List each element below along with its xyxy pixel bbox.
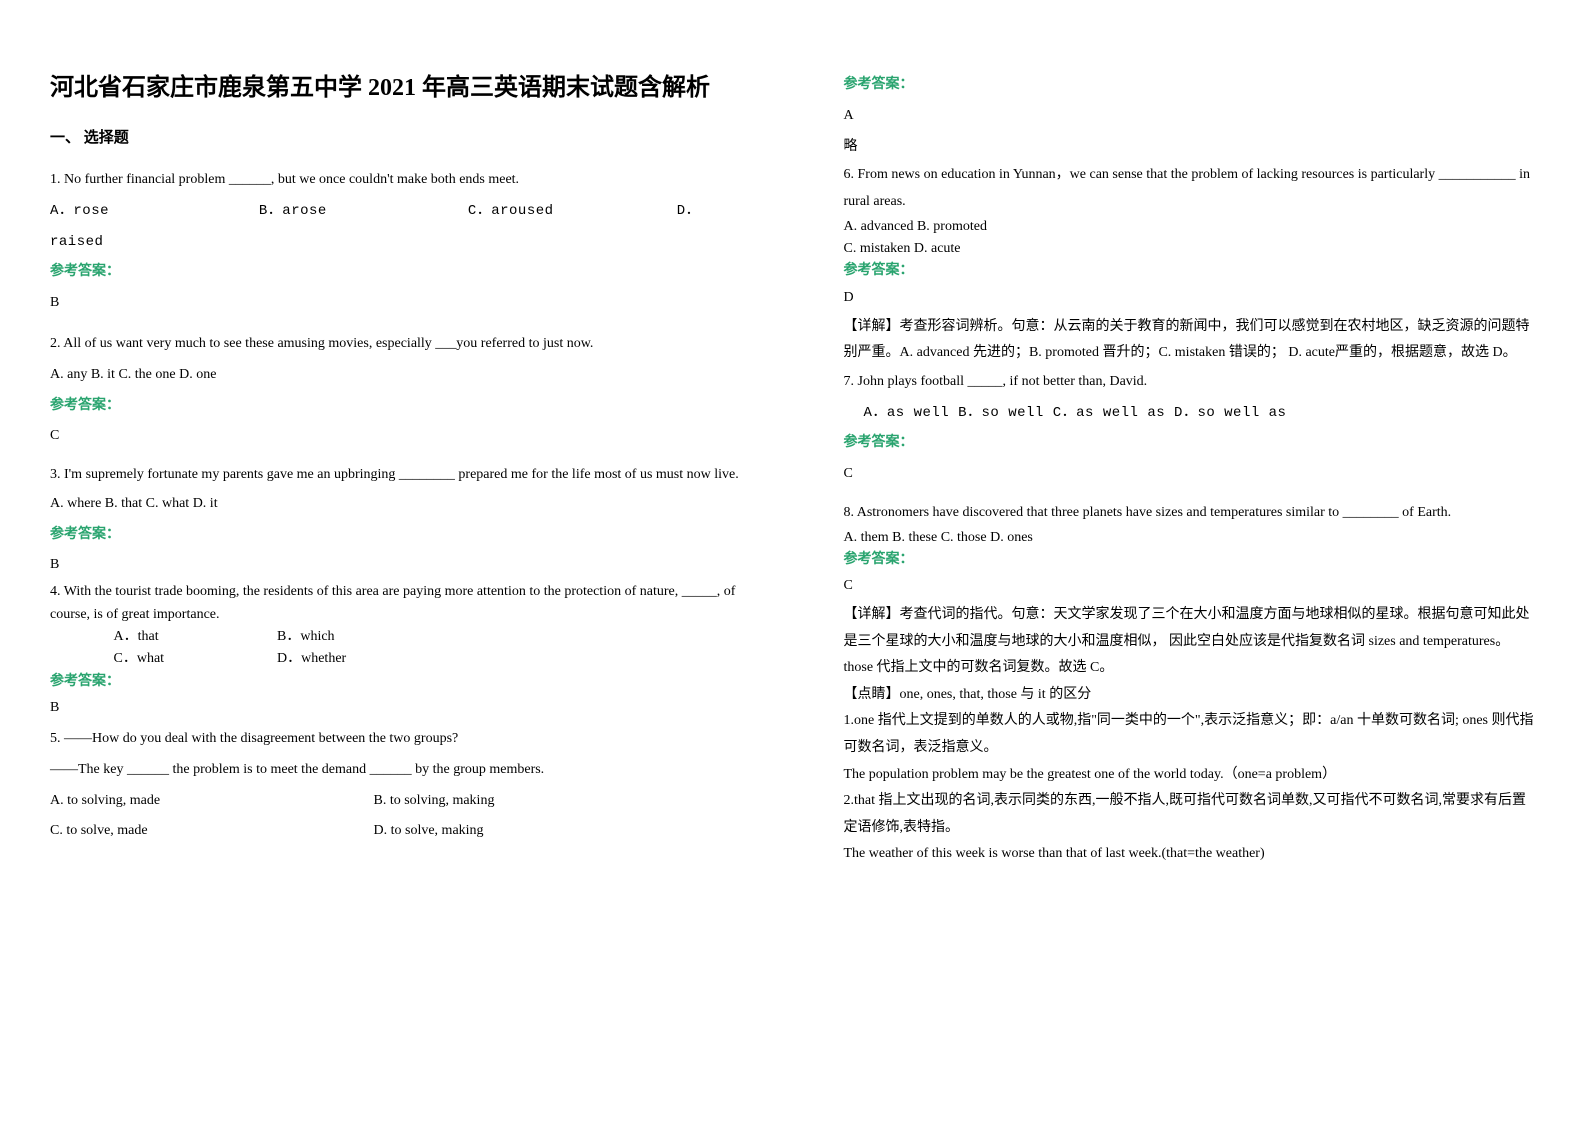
q5-opt-d: D. to solve, making — [374, 823, 484, 838]
q6-answer: D — [844, 283, 1538, 314]
q1-answer-label: 参考答案： — [50, 257, 744, 288]
q5-stem2: ——The key ______ the problem is to meet … — [50, 755, 744, 786]
q4-opt-d: D．whether — [277, 651, 346, 666]
q4-answer: B — [50, 693, 744, 724]
q3-options: A. where B. that C. what D. it — [50, 489, 744, 520]
q8-tip1: 1.one 指代上文提到的单数人的人或物,指"同一类中的一个",表示泛指意义；即… — [844, 708, 1538, 761]
q7-answer-label: 参考答案： — [844, 428, 1538, 459]
q1-opt-b: B．arose — [259, 196, 459, 227]
q5-answer-label: 参考答案： — [844, 70, 1538, 101]
q5-options-row1: A. to solving, made B. to solving, makin… — [50, 786, 744, 817]
q1-opt-a: A．rose — [50, 196, 250, 227]
q8-tip-title: 【点睛】one, ones, that, those 与 it 的区分 — [844, 682, 1538, 709]
q1-answer: B — [50, 288, 744, 319]
q6-answer-label: 参考答案： — [844, 260, 1538, 282]
q5-opt-b: B. to solving, making — [374, 793, 495, 808]
left-column: 河北省石家庄市鹿泉第五中学 2021 年高三英语期末试题含解析 一、 选择题 1… — [0, 0, 794, 898]
q8-tip2-ex: The weather of this week is worse than t… — [844, 841, 1538, 868]
q8-tip2: 2.that 指上文出现的名词,表示同类的东西,一般不指人,既可指代可数名词单数… — [844, 788, 1538, 841]
right-column: 参考答案： A 略 6. From news on education in Y… — [794, 0, 1587, 898]
q2-answer-label: 参考答案： — [50, 391, 744, 422]
q4-options-row2: C．what D．whether — [50, 648, 744, 670]
q2-answer: C — [50, 421, 744, 452]
q6-options-row1: A. advanced B. promoted — [844, 216, 1538, 238]
q8-tip1-ex: The population problem may be the greate… — [844, 762, 1538, 789]
q5-opt-c: C. to solve, made — [50, 816, 370, 847]
q7-stem: 7. John plays football _____, if not bet… — [844, 367, 1538, 398]
q3-answer: B — [50, 550, 744, 581]
q2-options: A. any B. it C. the one D. one — [50, 360, 744, 391]
q6-explain: 【详解】考查形容词辨析。句意：从云南的关于教育的新闻中，我们可以感觉到在农村地区… — [844, 314, 1538, 367]
q8-options: A. them B. these C. those D. ones — [844, 527, 1538, 549]
q2-stem: 2. All of us want very much to see these… — [50, 329, 744, 360]
q4-stem: 4. With the tourist trade booming, the r… — [50, 581, 744, 626]
q4-options-row1: A．that B．which — [50, 626, 744, 648]
q5-opt-a: A. to solving, made — [50, 786, 370, 817]
q5-answer: A — [844, 101, 1538, 132]
q4-opt-b: B．which — [277, 629, 335, 644]
page-title: 河北省石家庄市鹿泉第五中学 2021 年高三英语期末试题含解析 — [50, 70, 744, 106]
q1-opt-c: C．aroused — [468, 196, 668, 227]
q3-answer-label: 参考答案： — [50, 520, 744, 551]
q8-stem: 8. Astronomers have discovered that thre… — [844, 500, 1538, 527]
q7-answer: C — [844, 459, 1538, 490]
section-heading: 一、 选择题 — [50, 126, 744, 147]
q4-opt-a: A．that — [114, 626, 274, 648]
q4-opt-c: C．what — [114, 648, 274, 670]
q5-note: 略 — [844, 132, 1538, 163]
q6-stem: 6. From news on education in Yunnan，we c… — [844, 162, 1538, 215]
q7-options: A．as well B．so well C．as well as D．so we… — [844, 398, 1538, 429]
q3-stem: 3. I'm supremely fortunate my parents ga… — [50, 462, 744, 489]
q4-answer-label: 参考答案： — [50, 671, 744, 693]
q5-options-row2: C. to solve, made D. to solve, making — [50, 816, 744, 847]
q5-stem1: 5. ——How do you deal with the disagreeme… — [50, 724, 744, 755]
q6-options-row2: C. mistaken D. acute — [844, 238, 1538, 260]
q1-options: A．rose B．arose C．aroused D．raised — [50, 196, 744, 258]
q8-answer-label: 参考答案： — [844, 549, 1538, 571]
q8-answer: C — [844, 571, 1538, 602]
q1-stem: 1. No further financial problem ______, … — [50, 165, 744, 196]
q8-explain1: 【详解】考查代词的指代。句意：天文学家发现了三个在大小和温度方面与地球相似的星球… — [844, 602, 1538, 682]
